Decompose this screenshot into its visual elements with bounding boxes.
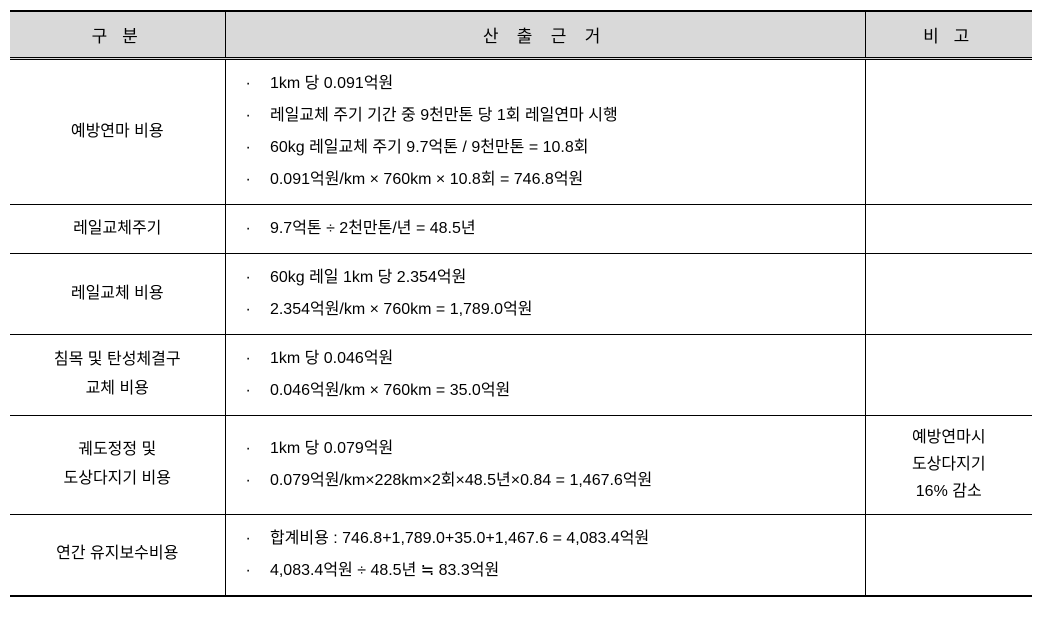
header-row: 구 분 산 출 근 거 비 고 (10, 11, 1032, 59)
bullet-icon: · (246, 375, 266, 407)
table-row: 레일교체 비용· 60kg 레일 1km 당 2.354억원· 2.354억원/… (10, 254, 1032, 335)
category-cell: 궤도정정 및도상다지기 비용 (10, 416, 225, 515)
header-category: 구 분 (10, 11, 225, 59)
category-cell: 레일교체주기 (10, 205, 225, 254)
header-note: 비 고 (865, 11, 1032, 59)
basis-cell: · 1km 당 0.079억원· 0.079억원/km×228km×2회×48.… (225, 416, 865, 515)
bullet-icon: · (246, 100, 266, 132)
category-cell: 침목 및 탄성체결구교체 비용 (10, 335, 225, 416)
table-head: 구 분 산 출 근 거 비 고 (10, 11, 1032, 59)
basis-cell: · 60kg 레일 1km 당 2.354억원· 2.354억원/km × 76… (225, 254, 865, 335)
table-row: 예방연마 비용· 1km 당 0.091억원· 레일교체 주기 기간 중 9천만… (10, 59, 1032, 205)
table-row: 연간 유지보수비용· 합계비용 : 746.8+1,789.0+35.0+1,4… (10, 514, 1032, 596)
bullet-icon: · (246, 213, 266, 245)
table-row: 궤도정정 및도상다지기 비용· 1km 당 0.079억원· 0.079억원/k… (10, 416, 1032, 515)
bullet-icon: · (246, 132, 266, 164)
note-cell (865, 254, 1032, 335)
category-cell: 레일교체 비용 (10, 254, 225, 335)
table-row: 레일교체주기· 9.7억톤 ÷ 2천만톤/년 = 48.5년 (10, 205, 1032, 254)
bullet-icon: · (246, 164, 266, 196)
note-cell (865, 205, 1032, 254)
note-cell: 예방연마시도상다지기16% 감소 (865, 416, 1032, 515)
bullet-icon: · (246, 343, 266, 375)
table-body: 예방연마 비용· 1km 당 0.091억원· 레일교체 주기 기간 중 9천만… (10, 59, 1032, 596)
bullet-icon: · (246, 555, 266, 587)
bullet-icon: · (246, 433, 266, 465)
note-cell (865, 59, 1032, 205)
table-row: 침목 및 탄성체결구교체 비용· 1km 당 0.046억원· 0.046억원/… (10, 335, 1032, 416)
bullet-icon: · (246, 68, 266, 100)
bullet-icon: · (246, 262, 266, 294)
bullet-icon: · (246, 465, 266, 497)
basis-cell: · 합계비용 : 746.8+1,789.0+35.0+1,467.6 = 4,… (225, 514, 865, 596)
category-cell: 예방연마 비용 (10, 59, 225, 205)
bullet-icon: · (246, 523, 266, 555)
category-cell: 연간 유지보수비용 (10, 514, 225, 596)
header-basis: 산 출 근 거 (225, 11, 865, 59)
note-cell (865, 335, 1032, 416)
basis-cell: · 1km 당 0.091억원· 레일교체 주기 기간 중 9천만톤 당 1회 … (225, 59, 865, 205)
basis-cell: · 9.7억톤 ÷ 2천만톤/년 = 48.5년 (225, 205, 865, 254)
note-cell (865, 514, 1032, 596)
basis-cell: · 1km 당 0.046억원· 0.046억원/km × 760km = 35… (225, 335, 865, 416)
bullet-icon: · (246, 294, 266, 326)
cost-basis-table: 구 분 산 출 근 거 비 고 예방연마 비용· 1km 당 0.091억원· … (10, 10, 1032, 597)
